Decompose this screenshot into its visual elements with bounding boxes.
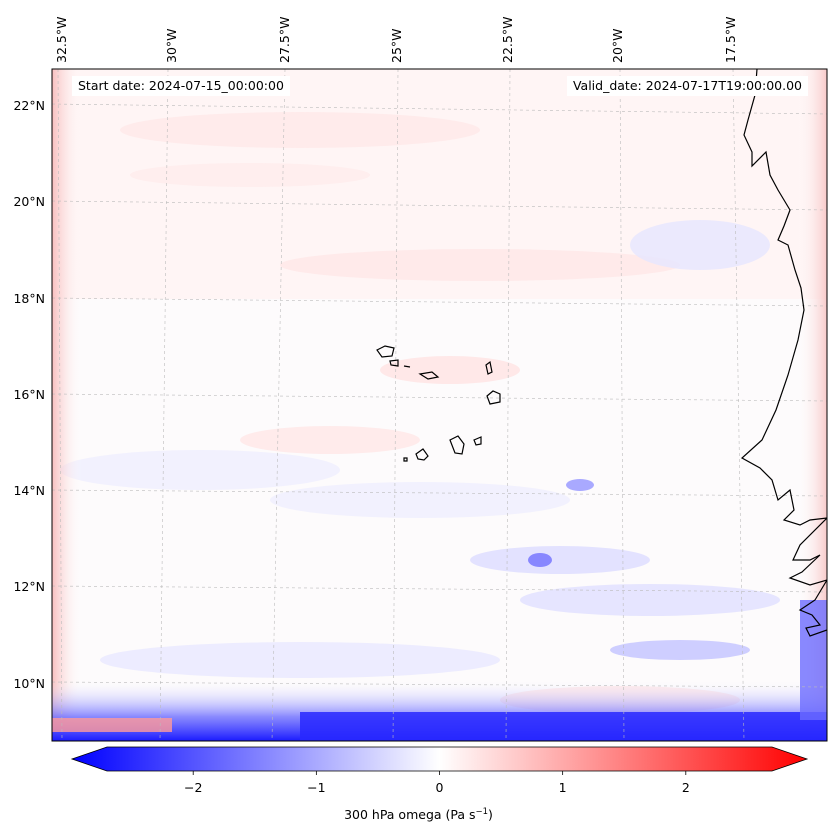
- lat-label: 16°N: [13, 387, 45, 402]
- lat-label: 18°N: [13, 291, 45, 306]
- lat-label: 14°N: [13, 483, 45, 498]
- colorbar-tick-label: −2: [184, 780, 202, 795]
- lon-label: 27.5°W: [277, 17, 292, 63]
- africa-coastline: [740, 69, 827, 637]
- lat-label: 12°N: [13, 579, 45, 594]
- lon-label: 20°W: [610, 28, 625, 63]
- lon-label: 17.5°W: [723, 17, 738, 63]
- map-frame: [51, 68, 828, 742]
- lon-label: 32.5°W: [54, 17, 69, 63]
- lon-label: 30°W: [164, 28, 179, 63]
- colorbar-tick-label: 2: [682, 780, 690, 795]
- lat-label: 20°N: [13, 194, 45, 209]
- lon-label: 25°W: [389, 28, 404, 63]
- graticule: [52, 69, 827, 741]
- colorbar-tick-label: 1: [559, 780, 567, 795]
- colorbar-tick-label: 0: [436, 780, 444, 795]
- colorbar-tick-label: −1: [307, 780, 325, 795]
- colorbar-title: 300 hPa omega (Pa s−1): [0, 807, 837, 822]
- colorbar-title-exponent: −1: [475, 807, 489, 817]
- start-date-label: Start date: 2024-07-15_00:00:00: [72, 76, 290, 96]
- colorbar: −2 −1 0 1 2: [70, 746, 809, 795]
- lat-label: 10°N: [13, 676, 45, 691]
- colorbar-bar: [70, 746, 809, 772]
- valid-date-label: Valid_date: 2024-07-17T19:00:00.00: [566, 76, 808, 96]
- colorbar-title-end: ): [488, 807, 493, 823]
- colorbar-ticks: −2 −1 0 1 2: [184, 771, 690, 795]
- lon-label: 22.5°W: [500, 17, 515, 63]
- colorbar-title-main: 300 hPa omega (Pa s: [344, 807, 476, 823]
- latitude-labels: 22°N 20°N 18°N 16°N 14°N 12°N 10°N: [13, 98, 45, 691]
- lat-label: 22°N: [13, 98, 45, 113]
- longitude-labels: 32.5°W 30°W 27.5°W 25°W 22.5°W 20°W 17.5…: [54, 17, 738, 63]
- omega-field: [52, 69, 827, 741]
- cape-verde-islands: [376, 345, 501, 462]
